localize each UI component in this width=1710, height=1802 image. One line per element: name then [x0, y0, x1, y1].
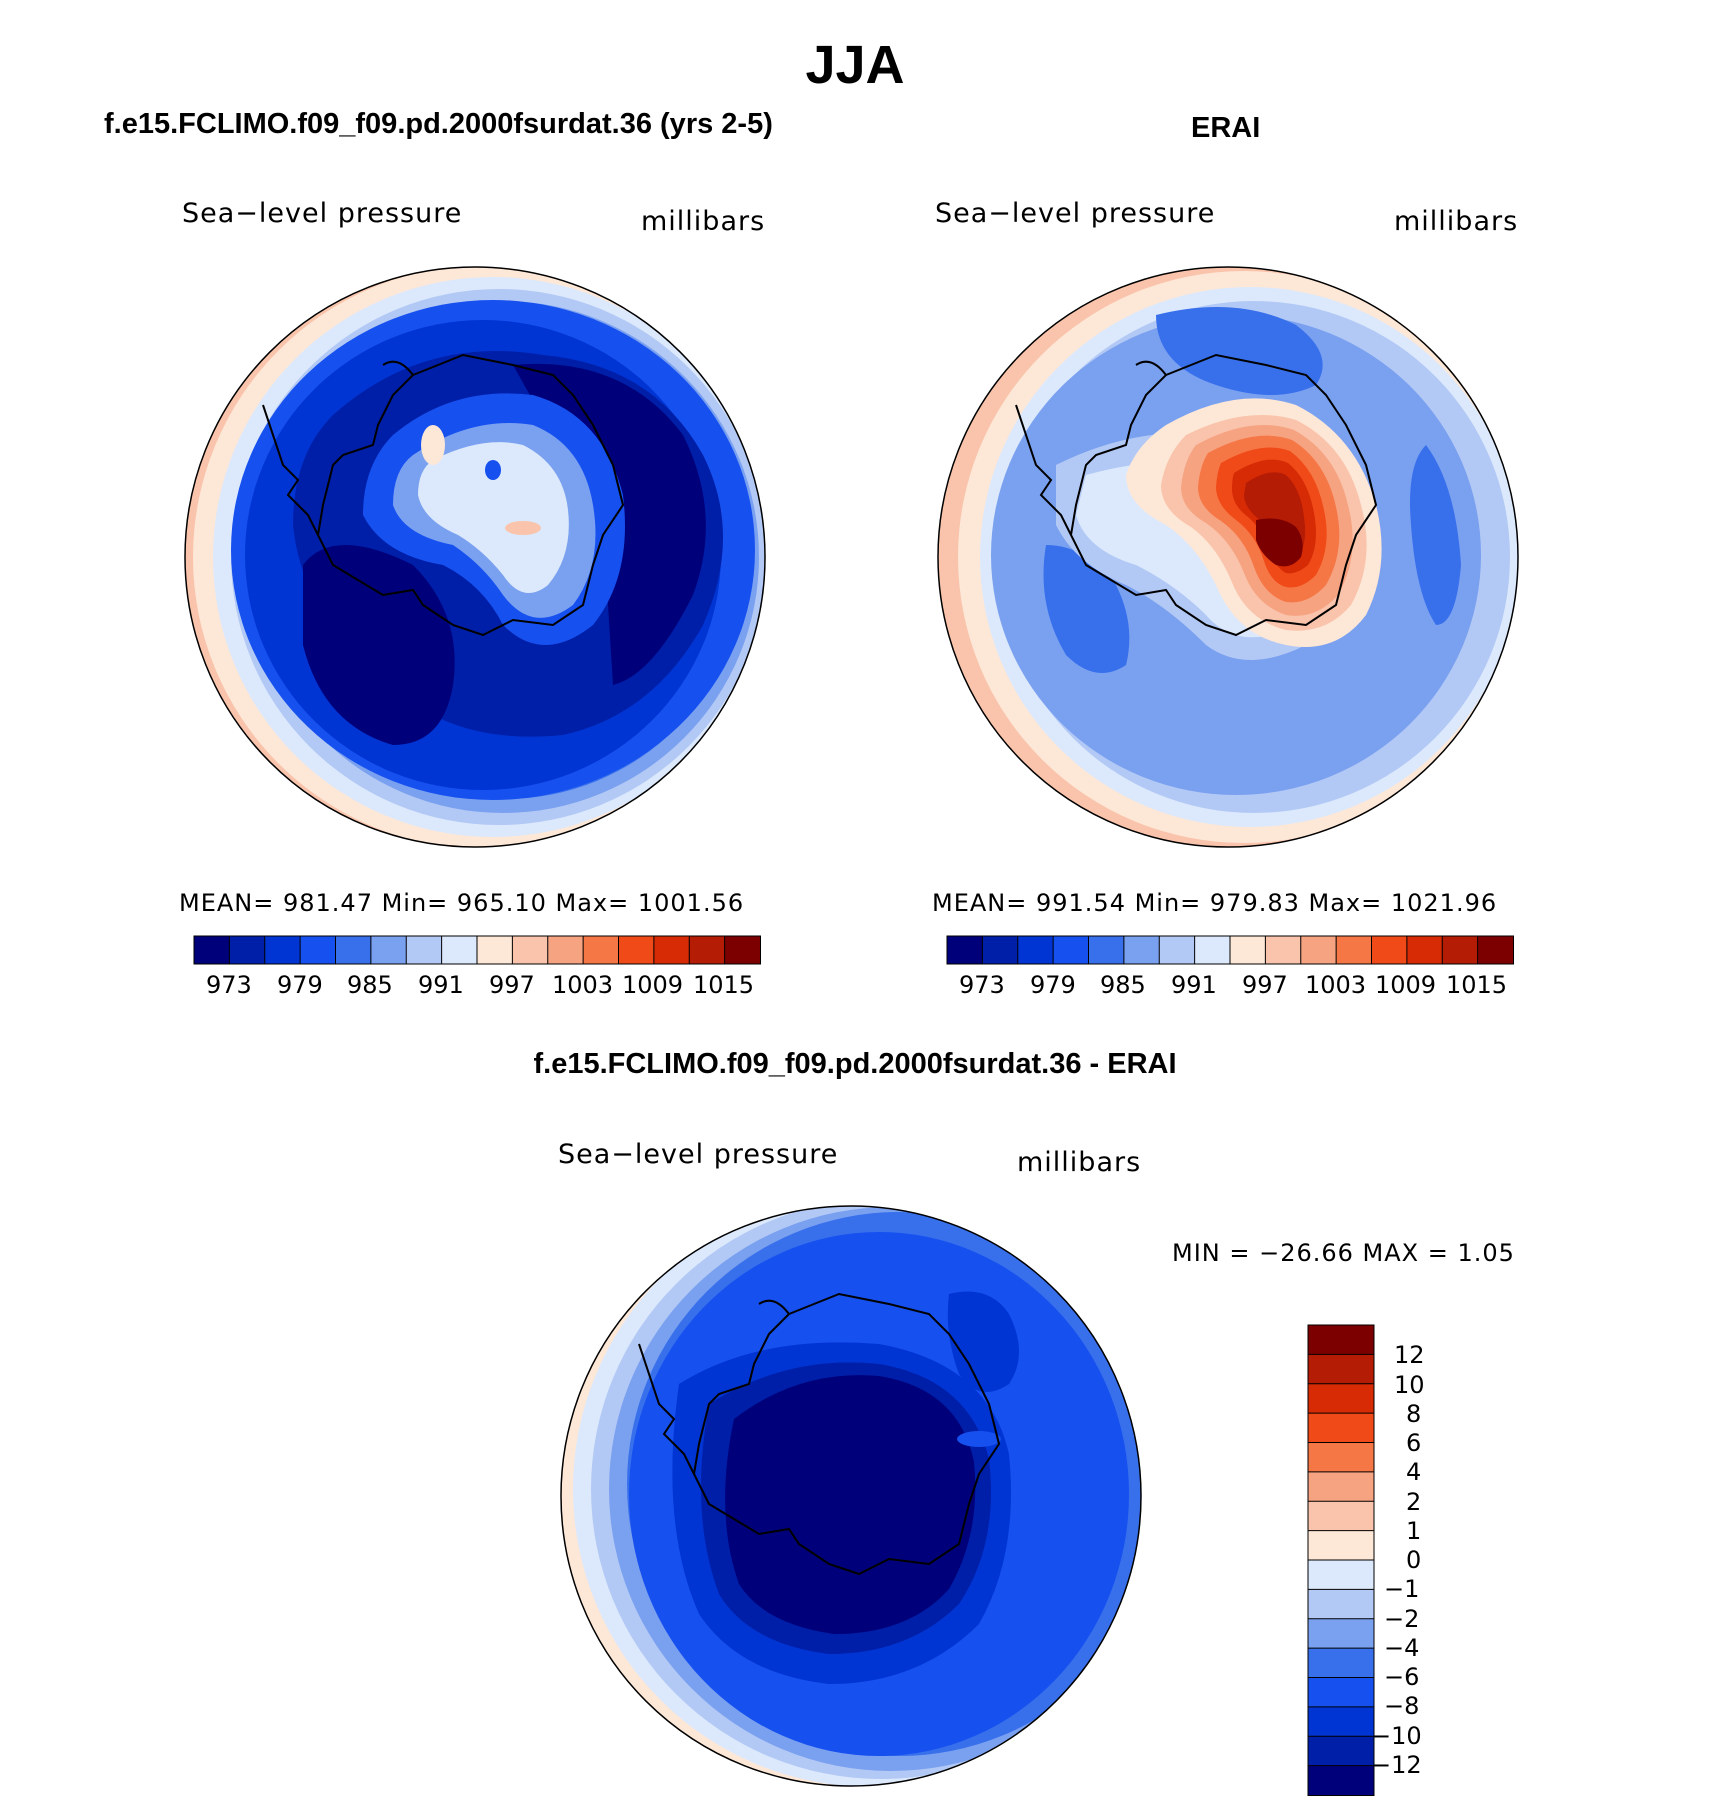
diff-tick-label: 10 — [1394, 1371, 1425, 1399]
diff-tick-label: 2 — [1406, 1488, 1422, 1516]
diff-tick-label: −4 — [1384, 1634, 1420, 1662]
diff-colorbar-swatch — [1307, 1324, 1375, 1356]
model-stats: MEAN= 981.47 Min= 965.10 Max= 1001.56 — [179, 889, 745, 917]
obs-tick-label: 1015 — [1446, 971, 1508, 999]
diff-colorbar-swatch — [1307, 1677, 1375, 1708]
diff-colorbar-swatch — [1307, 1530, 1375, 1562]
diff-tick-label: −6 — [1384, 1663, 1420, 1691]
diff-colorbar-swatch — [1307, 1383, 1375, 1415]
diff-colorbar-swatch — [1307, 1706, 1375, 1738]
model-colorbar-swatch — [299, 935, 337, 965]
model-colorbar-swatch — [688, 935, 726, 965]
diff-variable-label: Sea−level pressure — [558, 1139, 839, 1170]
model-tick-label: 973 — [206, 971, 252, 999]
diff-colorbar-swatch — [1307, 1765, 1375, 1797]
obs-tick-label: 979 — [1030, 971, 1076, 999]
obs-colorbar-swatch — [1052, 935, 1090, 965]
model-polar-map — [184, 266, 766, 848]
model-colorbar-swatch — [476, 935, 514, 965]
model-colorbar-swatch — [547, 935, 585, 965]
diff-tick-label: −2 — [1384, 1605, 1420, 1633]
obs-polar-map — [937, 266, 1519, 848]
obs-units-label: millibars — [1394, 206, 1519, 237]
obs-colorbar-swatch — [1406, 935, 1444, 965]
obs-colorbar-swatch — [946, 935, 984, 965]
obs-colorbar-swatch — [1264, 935, 1302, 965]
model-tick-label: 997 — [489, 971, 535, 999]
obs-colorbar-swatch — [1017, 935, 1055, 965]
obs-colorbar-swatch — [1088, 935, 1125, 965]
model-tick-label: 1003 — [552, 971, 614, 999]
model-colorbar-swatch — [405, 935, 443, 965]
model-tick-label: 1015 — [693, 971, 755, 999]
diff-colorbar-swatch — [1307, 1353, 1375, 1385]
model-colorbar-swatch — [653, 935, 691, 965]
diff-colorbar-swatch — [1307, 1412, 1375, 1444]
diff-colorbar-swatch — [1307, 1588, 1375, 1620]
model-colorbar-swatch — [582, 935, 620, 965]
model-colorbar-swatch — [618, 935, 655, 965]
model-panel-title: f.e15.FCLIMO.f09_f09.pd.2000fsurdat.36 (… — [104, 108, 773, 140]
model-colorbar-swatch — [370, 935, 408, 965]
model-colorbar — [193, 935, 762, 965]
model-colorbar-swatch — [228, 935, 266, 965]
obs-colorbar-swatch — [1158, 935, 1196, 965]
diff-tick-label: 4 — [1406, 1458, 1422, 1486]
diff-colorbar-swatch — [1307, 1442, 1375, 1473]
model-colorbar-swatch — [264, 935, 302, 965]
model-tick-label: 985 — [347, 971, 393, 999]
diff-colorbar-swatch — [1307, 1647, 1375, 1679]
obs-colorbar-swatch — [1123, 935, 1161, 965]
diff-tick-label: −12 — [1371, 1751, 1422, 1779]
diff-units-label: millibars — [1017, 1147, 1142, 1178]
diff-colorbar-swatch — [1307, 1735, 1375, 1767]
model-colorbar-swatch — [724, 935, 762, 965]
obs-tick-label: 1009 — [1375, 971, 1437, 999]
obs-stats: MEAN= 991.54 Min= 979.83 Max= 1021.96 — [932, 889, 1498, 917]
diff-tick-label: 0 — [1406, 1546, 1422, 1574]
obs-colorbar-swatch — [981, 935, 1019, 965]
obs-tick-label: 985 — [1100, 971, 1146, 999]
diff-tick-label: −10 — [1371, 1722, 1422, 1750]
diff-panel-title: f.e15.FCLIMO.f09_f09.pd.2000fsurdat.36 -… — [533, 1048, 1177, 1080]
diff-polar-map — [560, 1205, 1142, 1787]
model-colorbar-swatch — [441, 935, 479, 965]
obs-tick-label: 973 — [959, 971, 1005, 999]
obs-panel-title: ERAI — [1191, 112, 1261, 144]
model-tick-label: 991 — [418, 971, 464, 999]
diff-colorbar-swatch — [1307, 1500, 1375, 1532]
obs-variable-label: Sea−level pressure — [935, 198, 1216, 229]
obs-colorbar-swatch — [1194, 935, 1232, 965]
obs-colorbar-swatch — [1441, 935, 1479, 965]
diff-tick-label: 1 — [1406, 1517, 1422, 1545]
diff-colorbar-swatch — [1307, 1471, 1375, 1503]
obs-tick-label: 1003 — [1305, 971, 1367, 999]
model-colorbar-swatch — [335, 935, 372, 965]
model-variable-label: Sea−level pressure — [182, 198, 463, 229]
diff-tick-label: −8 — [1384, 1692, 1420, 1720]
diff-tick-label: −1 — [1384, 1575, 1420, 1603]
diff-tick-label: 8 — [1406, 1400, 1422, 1428]
obs-colorbar — [946, 935, 1515, 965]
obs-colorbar-swatch — [1300, 935, 1338, 965]
model-tick-label: 979 — [277, 971, 323, 999]
page-title: JJA — [805, 35, 905, 95]
obs-tick-label: 991 — [1171, 971, 1217, 999]
diff-colorbar-swatch — [1307, 1618, 1375, 1650]
model-colorbar-swatch — [193, 935, 231, 965]
obs-colorbar-swatch — [1477, 935, 1515, 965]
diff-colorbar-swatch — [1307, 1559, 1375, 1591]
diff-colorbar — [1307, 1324, 1375, 1797]
obs-colorbar-swatch — [1335, 935, 1373, 965]
obs-tick-label: 997 — [1242, 971, 1288, 999]
model-colorbar-swatch — [511, 935, 549, 965]
diff-stats: MIN = −26.66 MAX = 1.05 — [1172, 1239, 1515, 1267]
diff-tick-label: 12 — [1394, 1341, 1425, 1369]
obs-colorbar-swatch — [1371, 935, 1408, 965]
model-units-label: millibars — [641, 206, 766, 237]
diff-tick-label: 6 — [1406, 1429, 1422, 1457]
model-tick-label: 1009 — [622, 971, 684, 999]
obs-colorbar-swatch — [1229, 935, 1267, 965]
